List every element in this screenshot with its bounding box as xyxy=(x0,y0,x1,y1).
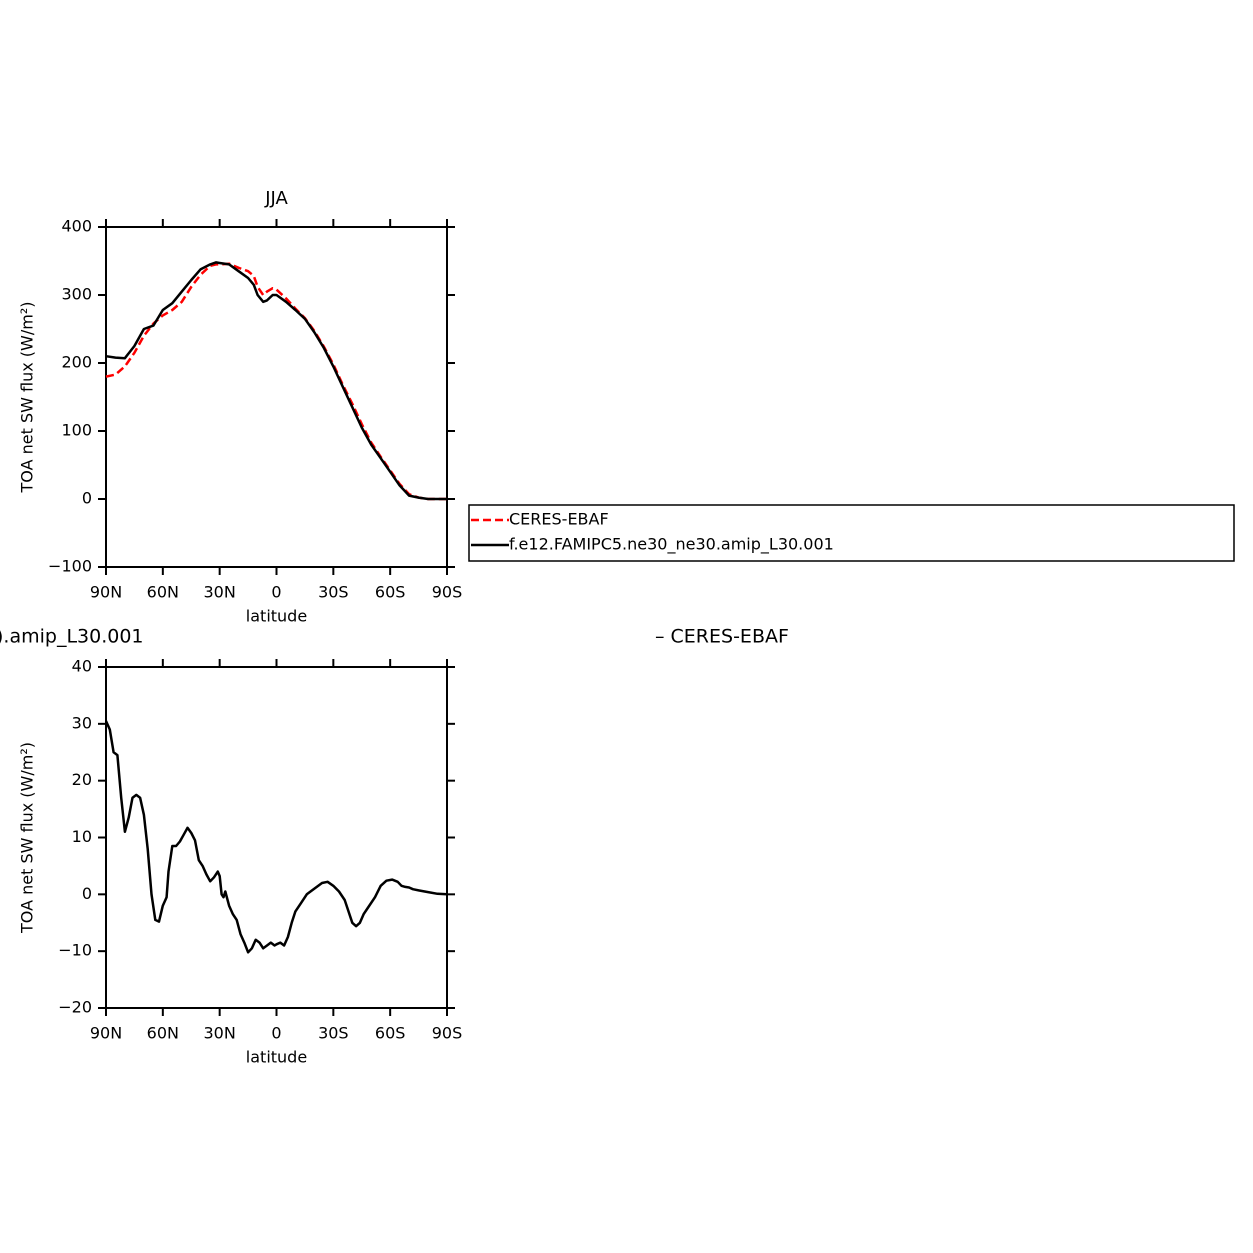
y-tick-label: 400 xyxy=(61,217,92,236)
x-tick-label: 60S xyxy=(375,1024,406,1043)
y-tick-label: 20 xyxy=(72,770,92,789)
x-tick-label: 30N xyxy=(204,583,236,602)
x-tick-label: 60S xyxy=(375,583,406,602)
y-tick-label: −10 xyxy=(58,941,92,960)
x-tick-label: 0 xyxy=(271,583,281,602)
x-axis-label: latitude xyxy=(246,607,307,626)
legend-box xyxy=(468,504,1235,562)
plot-frame xyxy=(105,666,448,1009)
x-tick-label: 90S xyxy=(432,1024,463,1043)
y-tick-label: 10 xyxy=(72,827,92,846)
plot-frame xyxy=(105,226,448,568)
y-tick-label: 40 xyxy=(72,657,92,676)
y-tick-label: 0 xyxy=(82,884,92,903)
chart-title: JJA xyxy=(264,188,288,209)
y-tick-label: 0 xyxy=(82,489,92,508)
x-tick-label: 90N xyxy=(90,583,122,602)
y-tick-label: 100 xyxy=(61,421,92,440)
x-tick-label: 60N xyxy=(147,583,179,602)
y-tick-label: 30 xyxy=(72,713,92,732)
x-tick-label: 0 xyxy=(271,1024,281,1043)
y-axis-label: TOA net SW flux (W/m²) xyxy=(18,302,37,494)
series-line xyxy=(105,261,447,501)
x-tick-label: 60N xyxy=(147,1024,179,1043)
y-tick-label: 300 xyxy=(61,285,92,304)
x-tick-label: 90S xyxy=(432,583,463,602)
x-tick-label: 30S xyxy=(318,1024,349,1043)
subtitle-right: – CERES-EBAF xyxy=(655,626,789,648)
x-tick-label: 90N xyxy=(90,1024,122,1043)
series-line xyxy=(105,262,447,501)
y-tick-label: 200 xyxy=(61,353,92,372)
x-tick-label: 30N xyxy=(204,1024,236,1043)
series-line xyxy=(104,720,448,954)
x-tick-label: 30S xyxy=(318,583,349,602)
y-axis-label: TOA net SW flux (W/m²) xyxy=(18,742,37,934)
y-tick-label: −20 xyxy=(58,998,92,1017)
legend-label: CERES-EBAF xyxy=(509,510,609,529)
x-axis-label: latitude xyxy=(246,1048,307,1067)
legend-label: f.e12.FAMIPC5.ne30_ne30.amip_L30.001 xyxy=(509,535,834,555)
subtitle-left: ).amip_L30.001 xyxy=(0,626,144,648)
y-tick-label: −100 xyxy=(48,557,92,576)
